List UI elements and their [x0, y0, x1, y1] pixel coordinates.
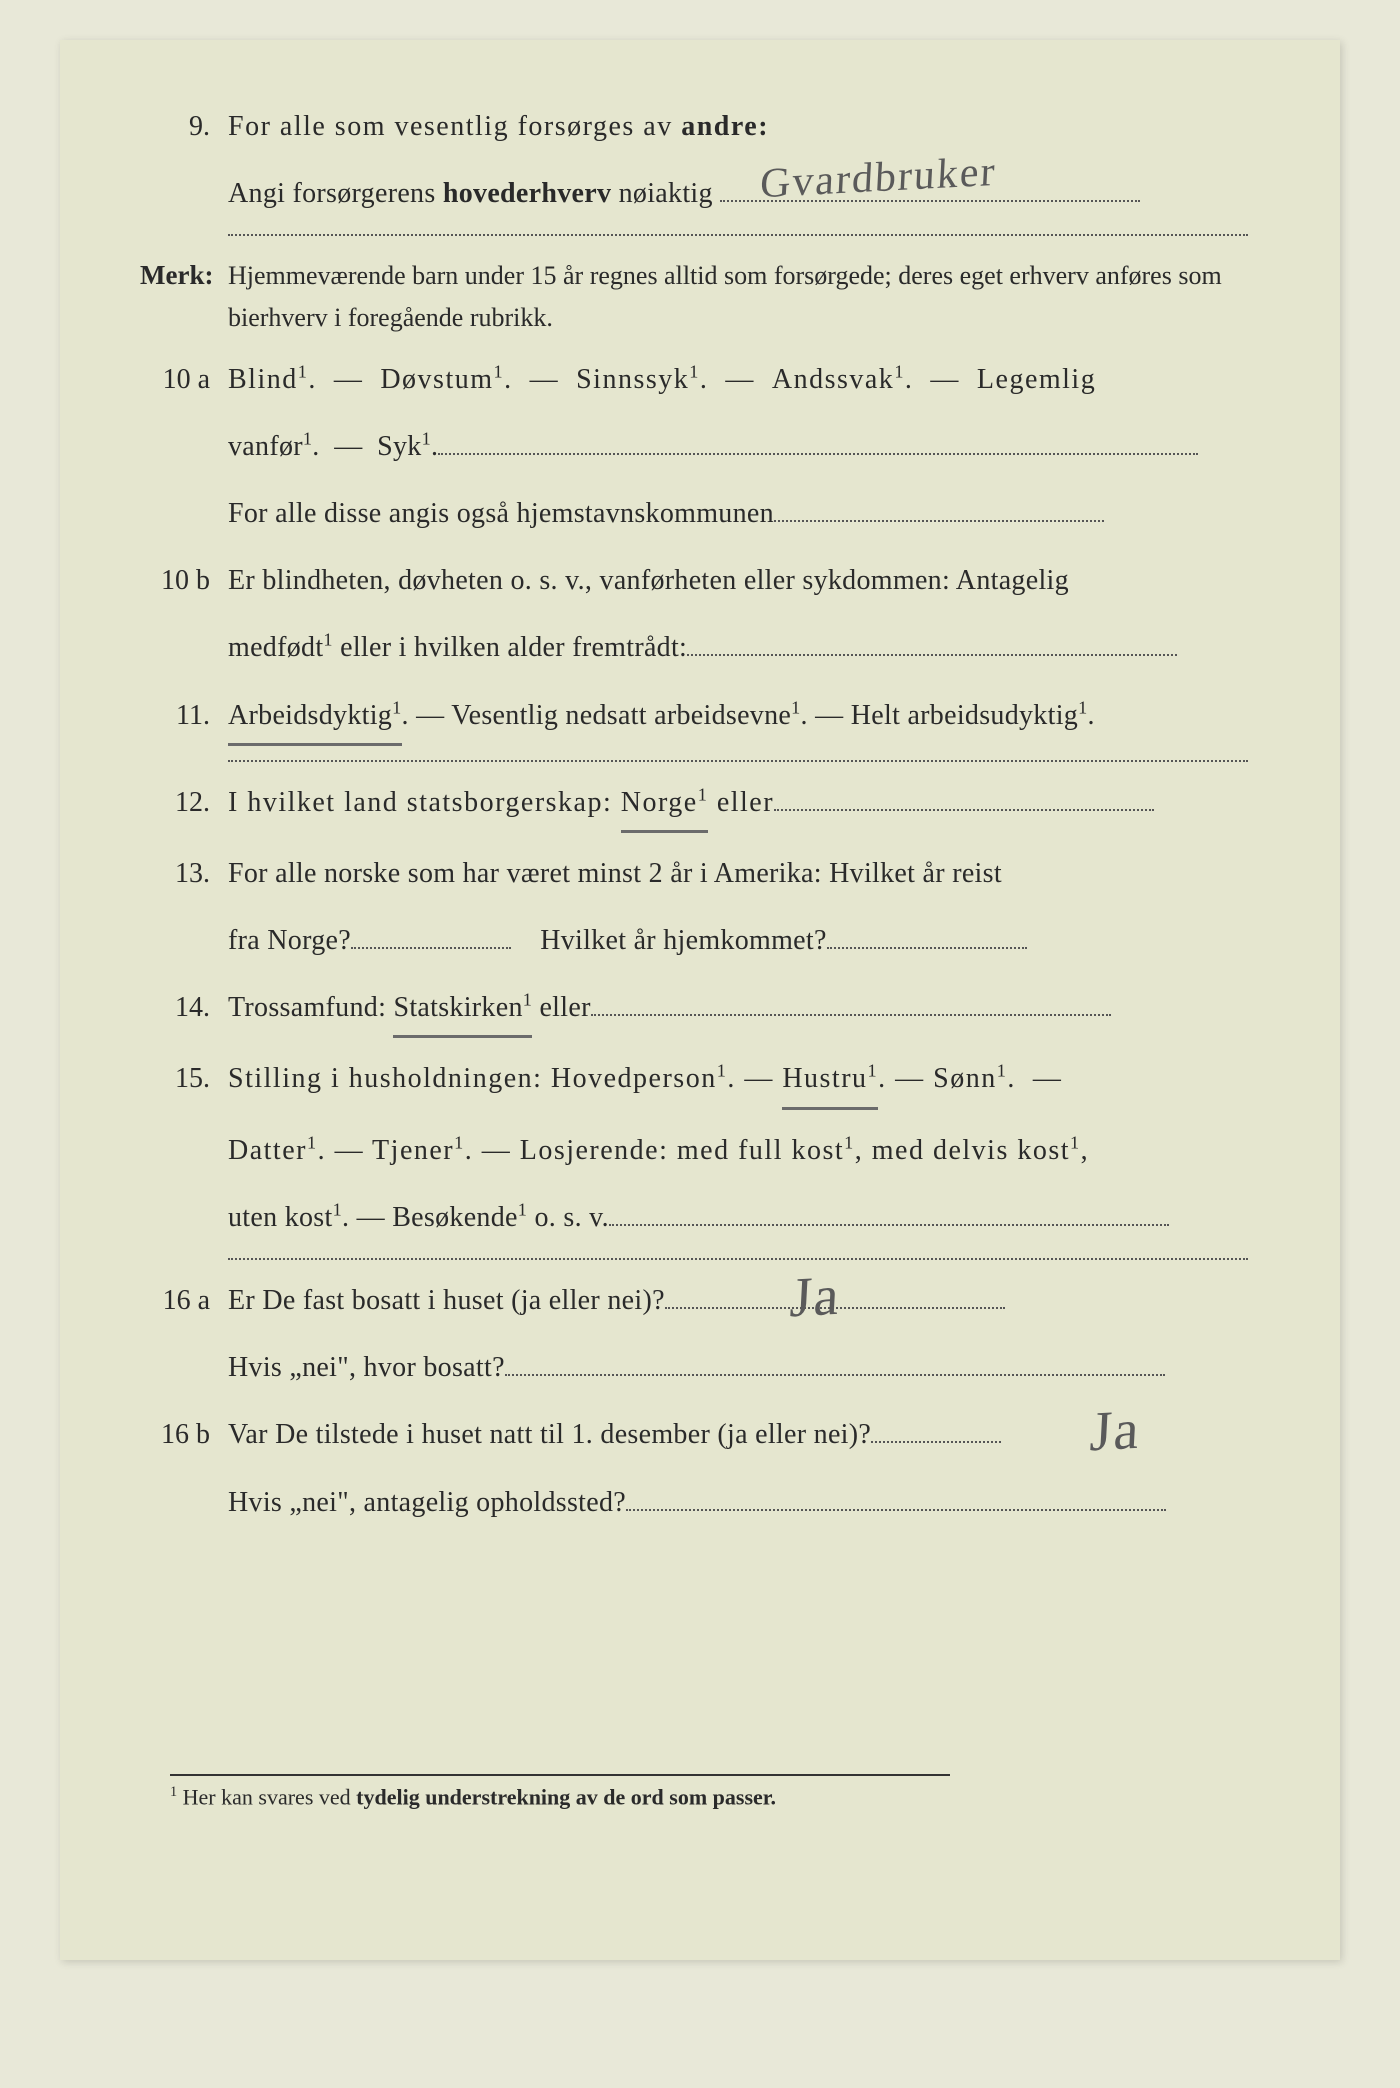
q15-line1: 15. Stilling i husholdningen: Hovedperso…: [140, 1052, 1260, 1109]
q9-num: 9.: [140, 100, 228, 153]
merk-text: Hjemmeværende barn under 15 år regnes al…: [228, 255, 1260, 338]
merk-row: Merk: Hjemmeværende barn under 15 år reg…: [140, 250, 1260, 338]
q9-line3: [140, 234, 1260, 236]
q16a-handwriting: Ja: [787, 1242, 843, 1351]
q16a-num: 16 a: [140, 1274, 228, 1327]
q10a-line3: For alle disse angis også hjemstavnskomm…: [140, 487, 1260, 540]
q12-num: 12.: [140, 776, 228, 829]
q10b-text1: Er blindheten, døvheten o. s. v., vanfør…: [228, 554, 1260, 607]
q13-line1: 13. For alle norske som har været minst …: [140, 847, 1260, 900]
q9-line1: 9. For alle som vesentlig forsørges av a…: [140, 100, 1260, 153]
q12-line: 12. I hvilket land statsborgerskap: Norg…: [140, 776, 1260, 833]
q10a-num: 10 a: [140, 353, 228, 406]
q10a-line1: 10 a Blind1. — Døvstum1. — Sinnssyk1. — …: [140, 353, 1260, 406]
q11-fill: [140, 760, 1260, 762]
merk-label: Merk:: [140, 250, 228, 301]
q10b-num: 10 b: [140, 554, 228, 607]
q14-underlined: Statskirken1: [393, 981, 532, 1038]
q10b-line2: medfødt1 eller i hvilken alder fremtrådt…: [140, 621, 1260, 674]
q15-num: 15.: [140, 1052, 228, 1105]
q16a-line1: 16 a Er De fast bosatt i huset (ja eller…: [140, 1274, 1260, 1327]
q14-num: 14.: [140, 981, 228, 1034]
q10a-line2: vanfør1. — Syk1.: [140, 420, 1260, 473]
q12-underlined: Norge1: [621, 776, 709, 833]
q11-num: 11.: [140, 689, 228, 742]
q13-num: 13.: [140, 847, 228, 900]
q15-underlined: Hustru1: [782, 1052, 878, 1109]
footnote: 1 Her kan svares ved tydelig understrekn…: [170, 1774, 950, 1810]
q9-handwriting: Gvardbruker: [758, 133, 998, 226]
q13-line2: fra Norge? Hvilket år hjemkommet?: [140, 914, 1260, 967]
q9-text1: For alle som vesentlig forsørges av andr…: [228, 100, 1260, 153]
q15-line3: uten kost1. — Besøkende1 o. s. v.: [140, 1191, 1260, 1244]
q16b-handwriting: Ja: [1087, 1377, 1143, 1486]
q15-fill: [140, 1258, 1260, 1260]
census-form-page: 9. For alle som vesentlig forsørges av a…: [60, 40, 1340, 1960]
q11-underlined: Arbeidsdyktig1: [228, 689, 402, 746]
q15-line2: Datter1. — Tjener1. — Losjerende: med fu…: [140, 1124, 1260, 1177]
q11-line: 11. Arbeidsdyktig1. — Vesentlig nedsatt …: [140, 689, 1260, 746]
q10b-line1: 10 b Er blindheten, døvheten o. s. v., v…: [140, 554, 1260, 607]
q16b-num: 16 b: [140, 1408, 228, 1461]
q14-line: 14. Trossamfund: Statskirken1 eller: [140, 981, 1260, 1038]
q16b-line1: 16 b Var De tilstede i huset natt til 1.…: [140, 1408, 1260, 1461]
q13-text1: For alle norske som har været minst 2 år…: [228, 847, 1260, 900]
q9-line2: Angi forsørgerens hovederhverv nøiaktig …: [140, 167, 1260, 220]
